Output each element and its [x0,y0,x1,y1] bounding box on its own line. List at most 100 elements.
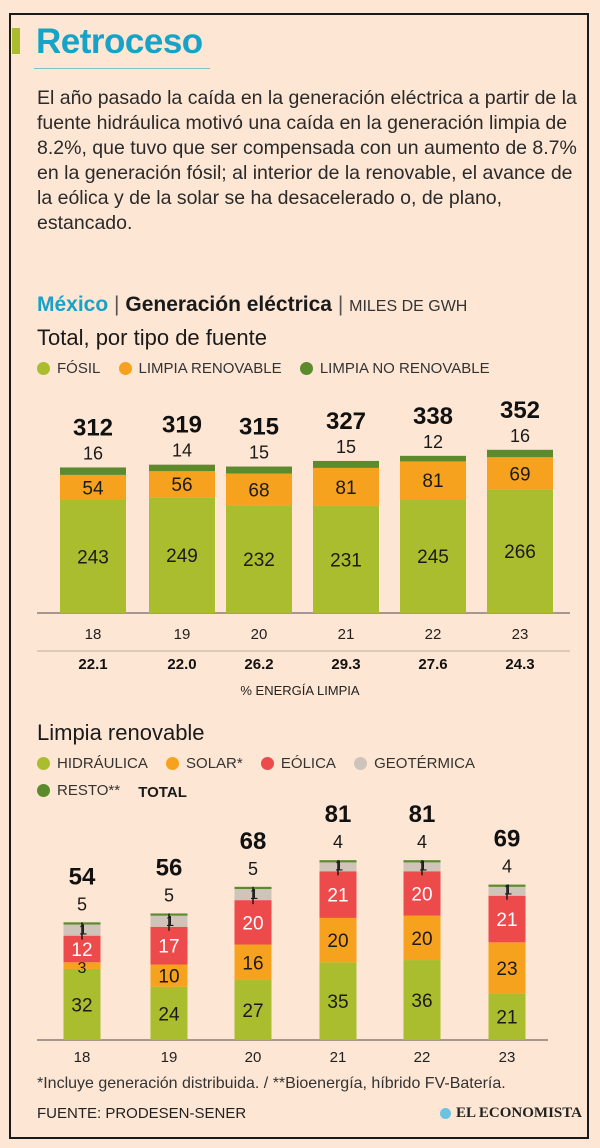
data-label: 12 [71,940,92,961]
resto-label: 1 [250,886,258,903]
total-label: 327 [326,408,366,435]
bar-segment-no-renovable [400,455,466,462]
clean-share-label: 22.0 [167,656,196,673]
bar-segment-no-renovable [149,464,215,472]
data-label: 56 [171,475,192,496]
bar-segment-no-renovable [226,466,292,474]
data-label: 249 [166,546,198,567]
data-label: 17 [158,937,179,958]
legend-item-total: TOTAL [138,784,187,801]
x-tick-label: 20 [245,1049,262,1066]
legend-label: FÓSIL [57,360,101,377]
total-label: 315 [239,414,279,441]
fosil-dot-icon [37,362,50,375]
legend-item-solar: SOLAR* [166,755,243,772]
publisher-logo: EL ECONOMISTA [440,1105,582,1122]
total-label: 69 [494,826,521,853]
source: FUENTE: PRODESEN-SENER [37,1105,247,1122]
bar-segment-solar [403,915,441,961]
bar-segment-no-renovable [60,467,126,475]
x-tick-label: 19 [174,626,191,643]
bar-segment-solar [488,942,526,994]
chart2-title: Limpia renovable [37,720,205,745]
solar-dot-icon [166,757,180,770]
data-label: 35 [327,992,348,1013]
total-label: 56 [156,854,183,881]
legend-item-renovable: LIMPIA RENOVABLE [118,360,282,377]
x-tick-label: 21 [338,626,355,643]
bar-segment-hidraulica [488,993,526,1040]
bar-segment-eolica [63,935,101,963]
total-label: 312 [73,414,113,441]
chart2-legend-row2: RESTO** TOTAL [37,782,201,801]
bar-segment-solar [63,962,101,969]
bar-segment-renovable [313,467,379,506]
data-label: 69 [509,464,530,485]
legend-item-fosil: FÓSIL [37,360,100,377]
bar-segment-no-renovable [487,449,553,458]
hidraulica-dot-icon [37,757,50,770]
bar-segment-eolica [319,871,357,918]
data-label: 245 [417,547,449,568]
data-label: 81 [335,478,356,499]
legend-item-resto: RESTO** [37,782,120,799]
data-label: 15 [336,437,356,457]
bar-segment-hidraulica [63,968,101,1040]
bar-segment-hidraulica [403,960,441,1040]
bar-segment-renovable [226,473,292,506]
data-label: 54 [82,478,104,499]
resto-dot-icon [37,784,50,797]
geotermica-label: 5 [248,859,258,879]
data-label: 15 [249,443,269,463]
header-topic: Generación eléctrica [125,293,332,316]
bar-segment-renovable [60,474,126,501]
clean-share-label: 24.3 [505,656,534,673]
clean-share-label: 29.3 [331,656,360,673]
legend-item-hidraulica: HIDRÁULICA [37,755,148,772]
logo-text: EL ECONOMISTA [456,1105,582,1121]
data-label: 16 [510,426,530,446]
data-label: 68 [248,480,269,501]
resto-label: 1 [335,857,343,874]
chart2-legend: HIDRÁULICA SOLAR* EÓLICA GEOTÉRMICA [37,755,489,774]
total-label: 319 [162,412,202,439]
total-label: 81 [325,801,352,828]
geotermica-label: 4 [417,832,427,852]
x-tick-label: 18 [74,1049,91,1066]
x-tick-label: 23 [499,1049,516,1066]
x-tick-label: 18 [85,626,102,643]
geotermica-label: 4 [333,832,343,852]
total-label: 68 [240,828,267,855]
data-label: 21 [496,910,517,931]
clean-share-axis-label: % ENERGÍA LIMPIA [240,683,360,698]
data-label: 20 [242,913,263,934]
data-label: 24 [158,1004,180,1025]
bar-segment-eolica [150,926,188,965]
data-label: 27 [242,1001,263,1022]
data-label: 20 [327,931,348,952]
bar-segment-eolica [403,871,441,916]
data-label: 81 [422,471,443,492]
data-label: 23 [496,959,517,980]
bar-segment-fosil [313,505,379,613]
bar-segment-eolica [488,895,526,943]
bar-segment-renovable [400,461,466,500]
clean-share-label: 26.2 [244,656,273,673]
data-label: 21 [496,1008,517,1029]
legend-item-no-renovable: LIMPIA NO RENOVABLE [299,360,490,377]
x-tick-label: 23 [512,626,529,643]
data-label: 14 [172,441,192,461]
x-tick-label: 22 [425,626,442,643]
chart1-title: Total, por tipo de fuente [37,325,267,350]
x-tick-label: 19 [161,1049,178,1066]
bar-segment-solar [150,964,188,987]
header-separator: | [114,293,120,316]
x-tick-label: 20 [251,626,268,643]
data-label: 16 [83,443,103,463]
legend-label: GEOTÉRMICA [374,755,475,772]
header-unit: MILES DE GWH [349,298,468,315]
data-label: 16 [242,953,263,974]
no-renovable-dot-icon [299,362,313,375]
data-label: 10 [158,967,179,988]
resto-label: 1 [79,922,87,939]
